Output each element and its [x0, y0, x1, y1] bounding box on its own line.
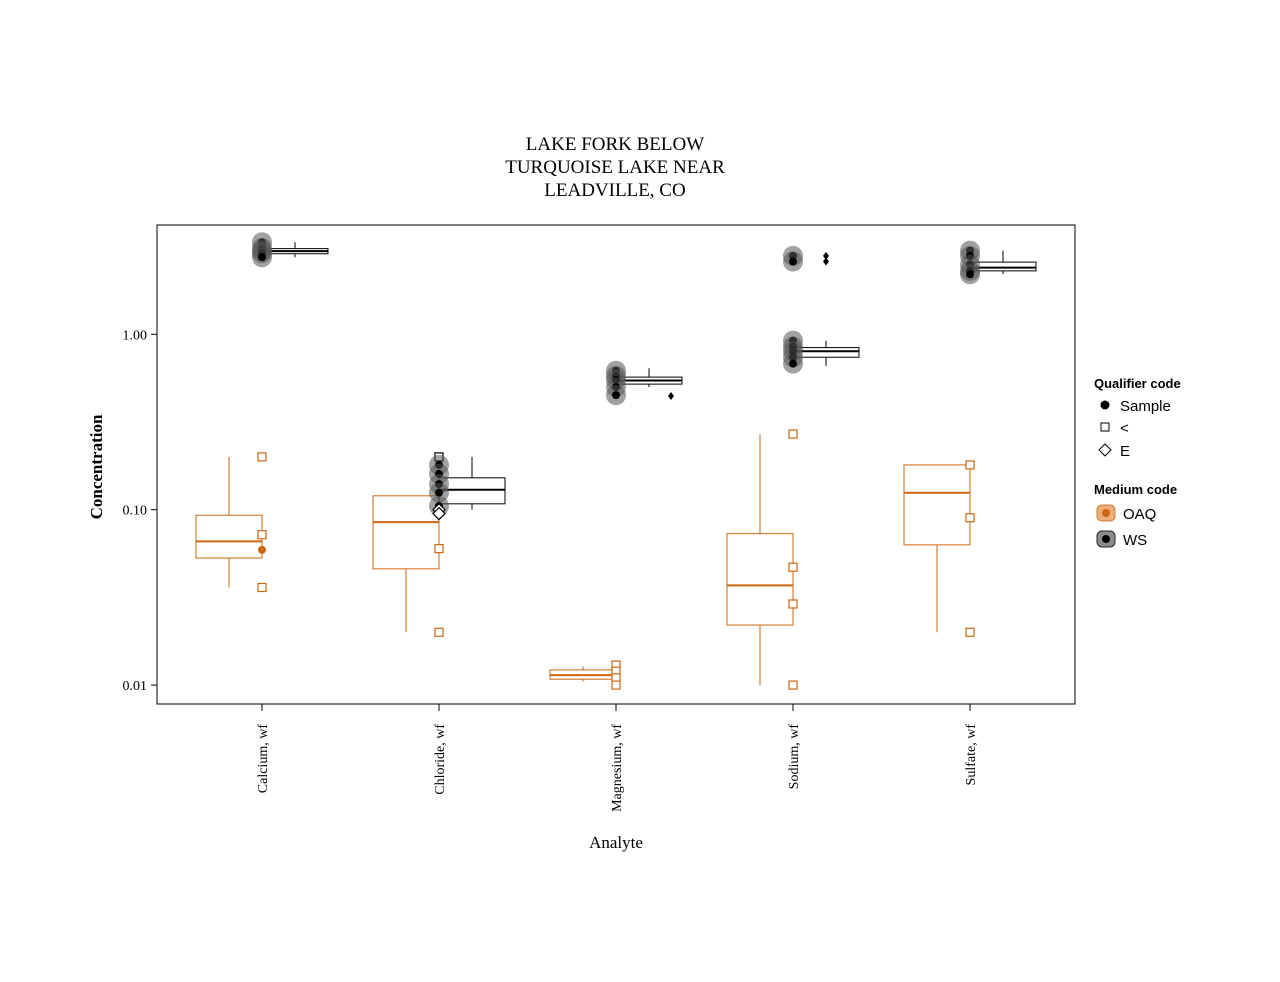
- oaq-censored-point: [788, 562, 798, 572]
- legend-qualifier-title: Qualifier code: [1094, 376, 1181, 391]
- chart-title-line-2: TURQUOISE LAKE NEAR: [505, 157, 725, 178]
- oaq-point: [258, 545, 266, 554]
- y-tick-label: 0.01: [123, 679, 148, 694]
- ws-point: [789, 257, 797, 266]
- ws-point: [789, 359, 797, 368]
- ws-box: [438, 477, 506, 505]
- oaq-censored-point: [965, 627, 975, 637]
- ws-outlier: [668, 391, 674, 400]
- oaq-censored-point: [611, 680, 621, 690]
- legend-symbol-estimated: [1098, 443, 1112, 457]
- x-tick-label: Sulfate, wf: [964, 724, 979, 786]
- x-axis-label: Analyte: [589, 833, 643, 852]
- oaq-box: [726, 533, 794, 626]
- legend-medium-dot: [1102, 509, 1110, 517]
- legend-qualifier-label: Sample: [1120, 398, 1171, 415]
- oaq-box: [372, 495, 440, 570]
- chart-title-line-3: LEADVILLE, CO: [544, 180, 685, 201]
- legend: Qualifier code Sample < E Medium code OAQ WS: [1094, 376, 1181, 549]
- x-tick-label: Sodium, wf: [787, 724, 802, 790]
- x-tick-label: Calcium, wf: [256, 724, 271, 794]
- oaq-censored-point: [788, 599, 798, 609]
- plot-area: 0.01 0.10 1.00 Calcium, wf Chloride, wf Magne…: [123, 232, 1037, 812]
- oaq-censored-point: [257, 530, 267, 540]
- ws-point: [435, 488, 443, 497]
- oaq-censored-point: [434, 627, 444, 637]
- plot-frame: [156, 224, 1076, 705]
- oaq-censored-point: [257, 582, 267, 593]
- ws-estimated-point: [432, 506, 446, 521]
- oaq-censored-point: [788, 680, 798, 690]
- ws-outlier: [823, 251, 829, 260]
- legend-medium-dot: [1102, 535, 1110, 543]
- oaq-censored-point: [788, 429, 798, 439]
- legend-qualifier-label: E: [1120, 443, 1130, 460]
- legend-medium-label: OAQ: [1123, 506, 1156, 523]
- legend-medium-title: Medium code: [1094, 482, 1177, 497]
- oaq-censored-point: [965, 460, 975, 470]
- ws-outlier: [823, 257, 829, 266]
- legend-symbol-censored: [1100, 422, 1110, 432]
- oaq-censored-point: [965, 513, 975, 523]
- y-axis-label: Concentration: [87, 414, 106, 519]
- ws-point: [966, 270, 974, 279]
- oaq-censored-point: [434, 544, 444, 554]
- legend-qualifier-label: <: [1120, 420, 1129, 437]
- oaq-box: [903, 464, 971, 546]
- ws-point: [258, 253, 266, 262]
- legend-symbol-sample: [1100, 400, 1110, 410]
- y-tick-label: 0.10: [123, 504, 148, 519]
- oaq-box: [195, 514, 263, 559]
- oaq-censored-point: [257, 452, 267, 462]
- chart-title-line-1: LAKE FORK BELOW: [526, 134, 704, 155]
- x-tick-label: Chloride, wf: [433, 724, 448, 795]
- legend-medium-label: WS: [1123, 532, 1147, 549]
- x-tick-label: Magnesium, wf: [610, 724, 625, 812]
- y-tick-label: 1.00: [123, 328, 148, 343]
- ws-point: [612, 391, 620, 400]
